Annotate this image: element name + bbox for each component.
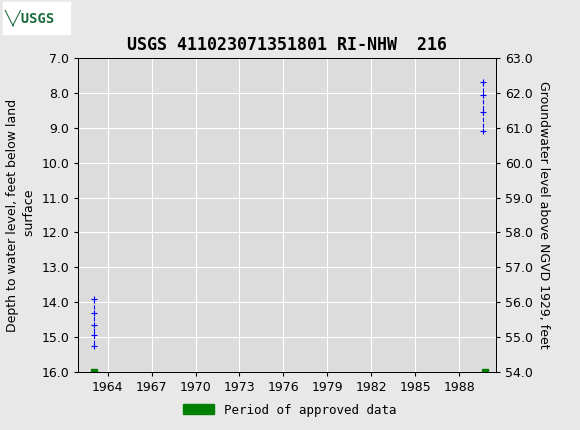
Title: USGS 411023071351801 RI-NHW  216: USGS 411023071351801 RI-NHW 216: [127, 36, 447, 54]
Y-axis label: Groundwater level above NGVD 1929, feet: Groundwater level above NGVD 1929, feet: [536, 81, 550, 349]
Legend: Period of approved data: Period of approved data: [178, 399, 402, 421]
FancyBboxPatch shape: [3, 2, 70, 34]
Y-axis label: Depth to water level, feet below land
 surface: Depth to water level, feet below land su…: [6, 98, 36, 332]
Text: ╲╱USGS: ╲╱USGS: [5, 9, 55, 26]
